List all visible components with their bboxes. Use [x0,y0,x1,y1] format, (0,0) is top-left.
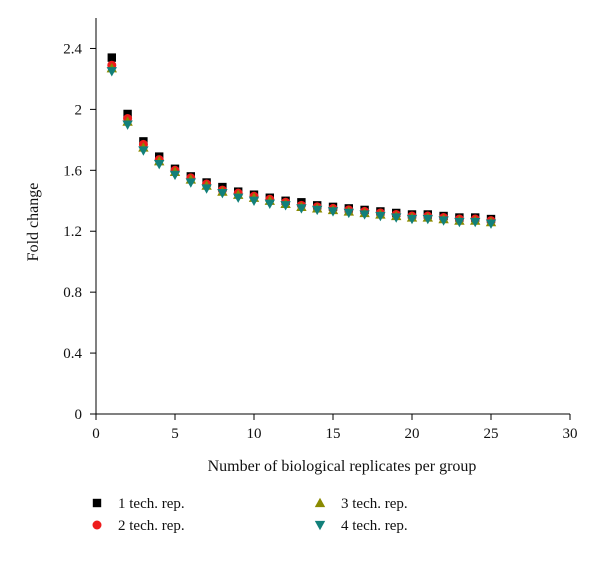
data-point [233,193,244,203]
data-point [406,214,418,225]
y-tick-label: 0.8 [63,285,82,301]
data-points [106,53,497,229]
data-point [201,184,212,194]
data-point [107,53,116,62]
data-point [485,219,497,229]
data-point [296,204,307,214]
legend-label: 4 tech. rep. [341,518,408,534]
series-1 [107,53,496,224]
data-point [248,196,260,206]
x-tick-label: 20 [405,426,420,442]
data-point [123,109,132,119]
data-point [138,146,149,156]
data-point [359,210,370,220]
data-point [122,120,133,130]
data-point [438,216,449,226]
data-point [154,160,165,170]
x-tick-label: 5 [171,426,179,442]
data-point [185,178,196,188]
legend-label: 2 tech. rep. [118,518,185,534]
y-tick-label: 2 [75,102,83,118]
x-tick-label: 0 [92,426,100,442]
x-tick-label: 10 [247,426,262,442]
data-point [343,208,354,219]
data-point [391,213,402,223]
legend-item: 1 tech. rep. [92,496,185,512]
axes: 0 5 10 15 20 25 30 0 0.4 0.8 1.2 1.6 2 2.4 [63,18,578,442]
legend-label: 1 tech. rep. [118,496,185,512]
x-tick-label: 25 [484,426,499,442]
legend-item: 4 tech. rep. [314,518,408,534]
legend-item: 3 tech. rep. [314,496,408,512]
y-tick-label: 1.6 [63,163,82,179]
data-point [106,67,117,77]
data-point [470,217,481,228]
legend-marker [92,498,102,508]
legend-marker [314,520,326,531]
y-axis-label: Fold change [25,183,42,262]
series-3 [106,63,497,227]
data-point [375,211,386,222]
legend-label: 3 tech. rep. [341,496,408,512]
series-4 [106,67,497,229]
x-axis-label: Number of biological replicates per grou… [208,458,477,475]
data-point [217,188,228,199]
data-point [280,201,291,211]
data-point [422,214,433,225]
y-tick-label: 1.2 [63,224,82,240]
data-point [454,217,465,228]
y-tick-label: 0 [75,407,83,423]
legend-marker [92,520,102,530]
legend: 1 tech. rep. 2 tech. rep. 3 tech. rep. 4 te… [92,496,408,534]
legend-marker [314,497,326,508]
data-point [264,199,275,210]
legend-item: 2 tech. rep. [92,518,185,534]
data-point [312,205,323,216]
y-tick-label: 0.4 [63,346,82,362]
y-tick-label: 2.4 [63,41,82,57]
x-tick-label: 15 [326,426,341,442]
x-tick-label: 30 [563,426,578,442]
data-point [327,207,339,217]
data-point [169,170,181,181]
